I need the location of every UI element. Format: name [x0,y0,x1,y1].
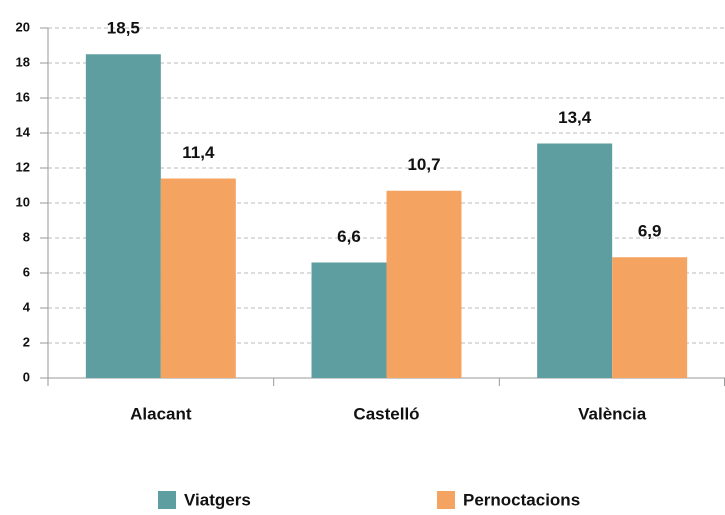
y-tick-label: 0 [23,369,30,384]
y-tick-label: 4 [23,299,31,314]
data-label: 10,7 [407,155,440,174]
y-tick-label: 20 [16,19,30,34]
legend-label: Pernoctacions [463,490,580,509]
legend-label: Viatgers [184,490,251,509]
y-tick-label: 8 [23,229,30,244]
y-tick-label: 16 [16,89,30,104]
y-tick-label: 10 [16,194,30,209]
x-tick-label: Alacant [130,404,192,423]
bar [386,190,462,378]
bar [537,143,613,378]
y-tick-label: 6 [23,264,30,279]
bar [85,54,161,378]
y-tick-label: 14 [16,124,31,139]
bar [612,257,688,378]
legend-swatch [437,491,455,509]
y-tick-label: 18 [16,54,30,69]
bar [311,262,387,378]
x-tick-label: València [578,404,647,423]
data-label: 6,9 [638,222,662,241]
data-label: 11,4 [182,143,215,162]
bar [160,178,236,378]
data-label: 18,5 [107,19,140,38]
data-label: 13,4 [558,108,592,127]
data-label: 6,6 [337,227,361,246]
y-tick-label: 2 [23,334,30,349]
legend-swatch [158,491,176,509]
y-tick-label: 12 [16,159,30,174]
x-tick-label: Castelló [353,404,419,423]
